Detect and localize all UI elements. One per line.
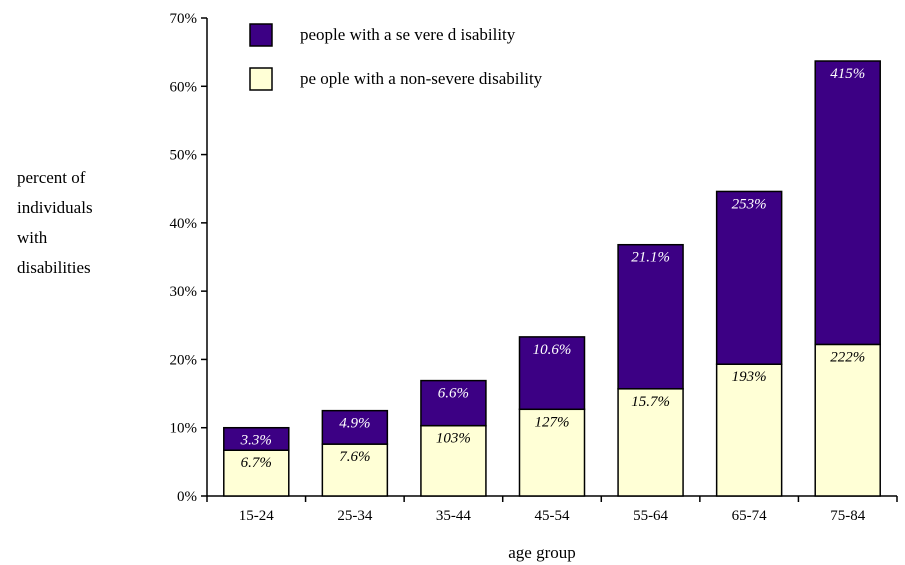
data-label: 4.9% [339,416,370,432]
bar-segment [814,343,881,497]
x-tick-label: 25-34 [337,508,372,524]
y-tick-label: 10% [170,421,198,437]
y-tick-label: 30% [170,284,198,300]
y-axis-label-line: individuals [17,198,93,217]
y-tick-label: 40% [170,216,198,232]
x-tick-label: 55-64 [633,508,668,524]
data-label: 21.1% [631,250,670,266]
x-tick-label: 45-54 [535,508,570,524]
legend-swatch [249,23,273,47]
legend-label: pe ople with a non-severe disability [300,69,543,88]
y-tick-label: 60% [170,79,198,95]
data-label: 10.6% [533,342,572,358]
data-label: 15.7% [631,394,670,410]
legend-label: people with a se vere d isability [300,25,516,44]
bar-segment [420,424,487,497]
bars: 6.7% 3.3% 7.6% 4.9% 103% 6.6% 127% 10.6% 15.7% 21… [223,60,881,497]
data-label: 7.6% [339,449,370,465]
legend: people with a se vere d isability pe ople… [249,23,543,91]
x-tick-label: 75-84 [830,508,865,524]
data-label: 103% [436,431,471,447]
x-tick-label: 15-24 [239,508,274,524]
y-axis-label-line: percent of [17,168,86,187]
x-tick-label: 35-44 [436,508,471,524]
bar-segment [518,408,586,497]
bar-segment [321,443,389,497]
y-tick-label: 70% [170,11,198,27]
bar-segment [617,388,684,497]
data-label: 3.3% [240,433,272,449]
bar-segment [814,60,881,346]
y-tick-label: 20% [170,352,198,368]
bar-segment [223,426,290,451]
bar-segment [617,243,684,390]
bar-segment [715,190,783,365]
y-axis-label-line: disabilities [17,258,91,277]
legend-swatch [249,67,273,91]
y-tick-label: 50% [170,148,198,164]
data-label: 415% [830,66,865,82]
y-tick-label: 0% [177,489,197,505]
bar-segment [321,409,389,445]
bar-segment [518,336,586,411]
data-label: 253% [732,196,767,212]
bar-segment [420,379,487,427]
y-axis-label-line: with [17,228,48,247]
x-tick-label: 65-74 [732,508,767,524]
data-label: 222% [830,349,865,365]
data-label: 127% [535,414,570,430]
data-label: 6.6% [438,386,469,402]
axes: 0% 10% 20% 30% 40% 50% 60% 70% 15-24 25-34 35-44 45… [170,11,898,524]
bar-segment [715,363,783,497]
data-label: 6.7% [241,455,272,471]
x-axis-label: age group [508,543,576,562]
data-label: 193% [732,369,767,385]
